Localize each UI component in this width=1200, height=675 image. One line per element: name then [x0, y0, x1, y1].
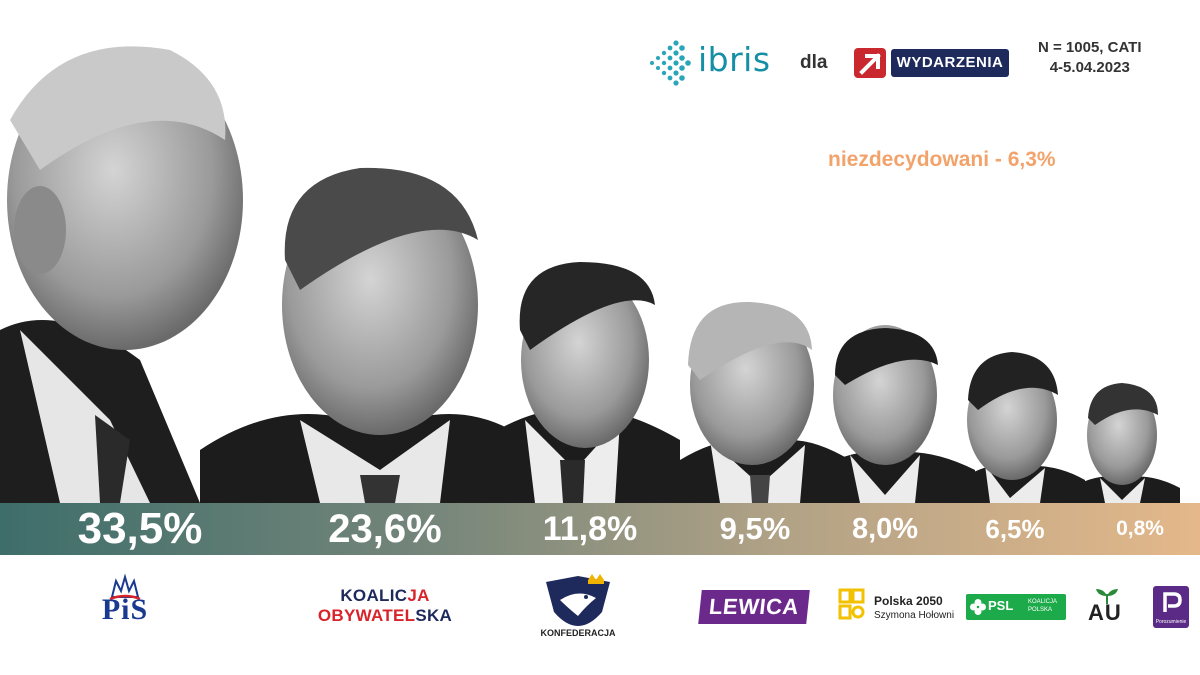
- logo-lewica: LEWICA: [698, 590, 810, 626]
- ibris-logo-icon: [650, 40, 691, 86]
- polska-2050-mark-icon: [838, 588, 865, 620]
- value-label-p2050: 8,0%: [851, 513, 919, 545]
- portrait-au-leader: [1070, 383, 1180, 503]
- poll-meta: N = 1005, CATI 4-5.04.2023: [1038, 38, 1142, 78]
- value-label-ko: 23,6%: [328, 507, 442, 551]
- ko-line-2: OBYWATELSKA: [305, 606, 465, 626]
- portrait-lewica-leader: [680, 301, 850, 503]
- ko-line-1-a: KOALIC: [340, 586, 408, 605]
- portrait-konf-leader: [480, 262, 680, 503]
- konfederacja-wordmark: KONFEDERACJA: [540, 628, 616, 638]
- poll-dates: 4-5.04.2023: [1049, 59, 1130, 76]
- clover-icon: [970, 599, 986, 615]
- ko-line-2-b: SKA: [415, 606, 453, 625]
- au-wordmark: AU: [1088, 600, 1122, 625]
- header: ibris dla WYDARZENIA N = 1005, CATI 4-5.…: [648, 36, 1168, 96]
- logo-ko: KOALICJA OBYWATELSKA: [305, 586, 465, 630]
- results-band: [0, 503, 1200, 555]
- portrait-ko-leader: [200, 167, 540, 503]
- psl-subtitle: KOALICJA POLSKA: [1028, 599, 1057, 613]
- ko-line-1-b: JA: [407, 586, 430, 605]
- sample-size: N = 1005, CATI: [1038, 39, 1142, 56]
- polska-2050-title: Polska 2050: [874, 594, 943, 608]
- pis-wordmark: PiS: [101, 593, 149, 626]
- leader-portraits: [0, 46, 1180, 503]
- porozumienie-wordmark: Porozumienie: [1155, 619, 1187, 625]
- eagle-crown-icon: [546, 574, 610, 626]
- ko-line-1: KOALICJA: [305, 586, 465, 606]
- logo-polska-2050: Polska 2050 Szymona Hołowni: [838, 588, 968, 628]
- logo-pis: PiS: [90, 573, 160, 643]
- logo-porozumienie: Porozumienie: [1153, 586, 1189, 628]
- value-label-lewica: 9,5%: [719, 511, 791, 546]
- sprout-icon: [1096, 589, 1118, 604]
- porozumienie-badge: Porozumienie: [1153, 586, 1189, 628]
- undecided-annotation: niezdecydowani - 6,3%: [828, 148, 1056, 171]
- portrait-psl-leader: [960, 352, 1085, 503]
- value-label-psl: 6,5%: [985, 514, 1045, 544]
- psl-wordmark: PSL: [988, 598, 1014, 613]
- ko-line-2-a: OBYWATEL: [317, 606, 416, 625]
- logo-au: AU: [1088, 588, 1132, 628]
- connector-text: dla: [800, 52, 828, 73]
- wydarzenia-label: WYDARZENIA: [891, 49, 1009, 77]
- ibris-wordmark: ibris: [698, 40, 771, 79]
- value-label-au: 0,8%: [1116, 517, 1164, 540]
- psl-badge: PSL KOALICJA POLSKA: [966, 594, 1066, 620]
- porozumienie-mark-icon: [1163, 592, 1182, 612]
- wydarzenia-arrow-icon: [854, 48, 886, 78]
- logo-psl: PSL KOALICJA POLSKA: [966, 594, 1066, 620]
- value-label-konf: 11,8%: [542, 510, 638, 548]
- logo-konfederacja: KONFEDERACJA: [538, 572, 618, 648]
- lewica-wordmark: LEWICA: [698, 590, 810, 624]
- wydarzenia-logo: WYDARZENIA: [853, 46, 1011, 80]
- polska-2050-subtitle: Szymona Hołowni: [874, 610, 955, 621]
- portrait-p2050-leader: [815, 325, 975, 503]
- value-label-pis: 33,5%: [77, 504, 203, 553]
- portrait-pis-leader: [0, 46, 243, 503]
- crown-eagle-icon: [109, 573, 141, 601]
